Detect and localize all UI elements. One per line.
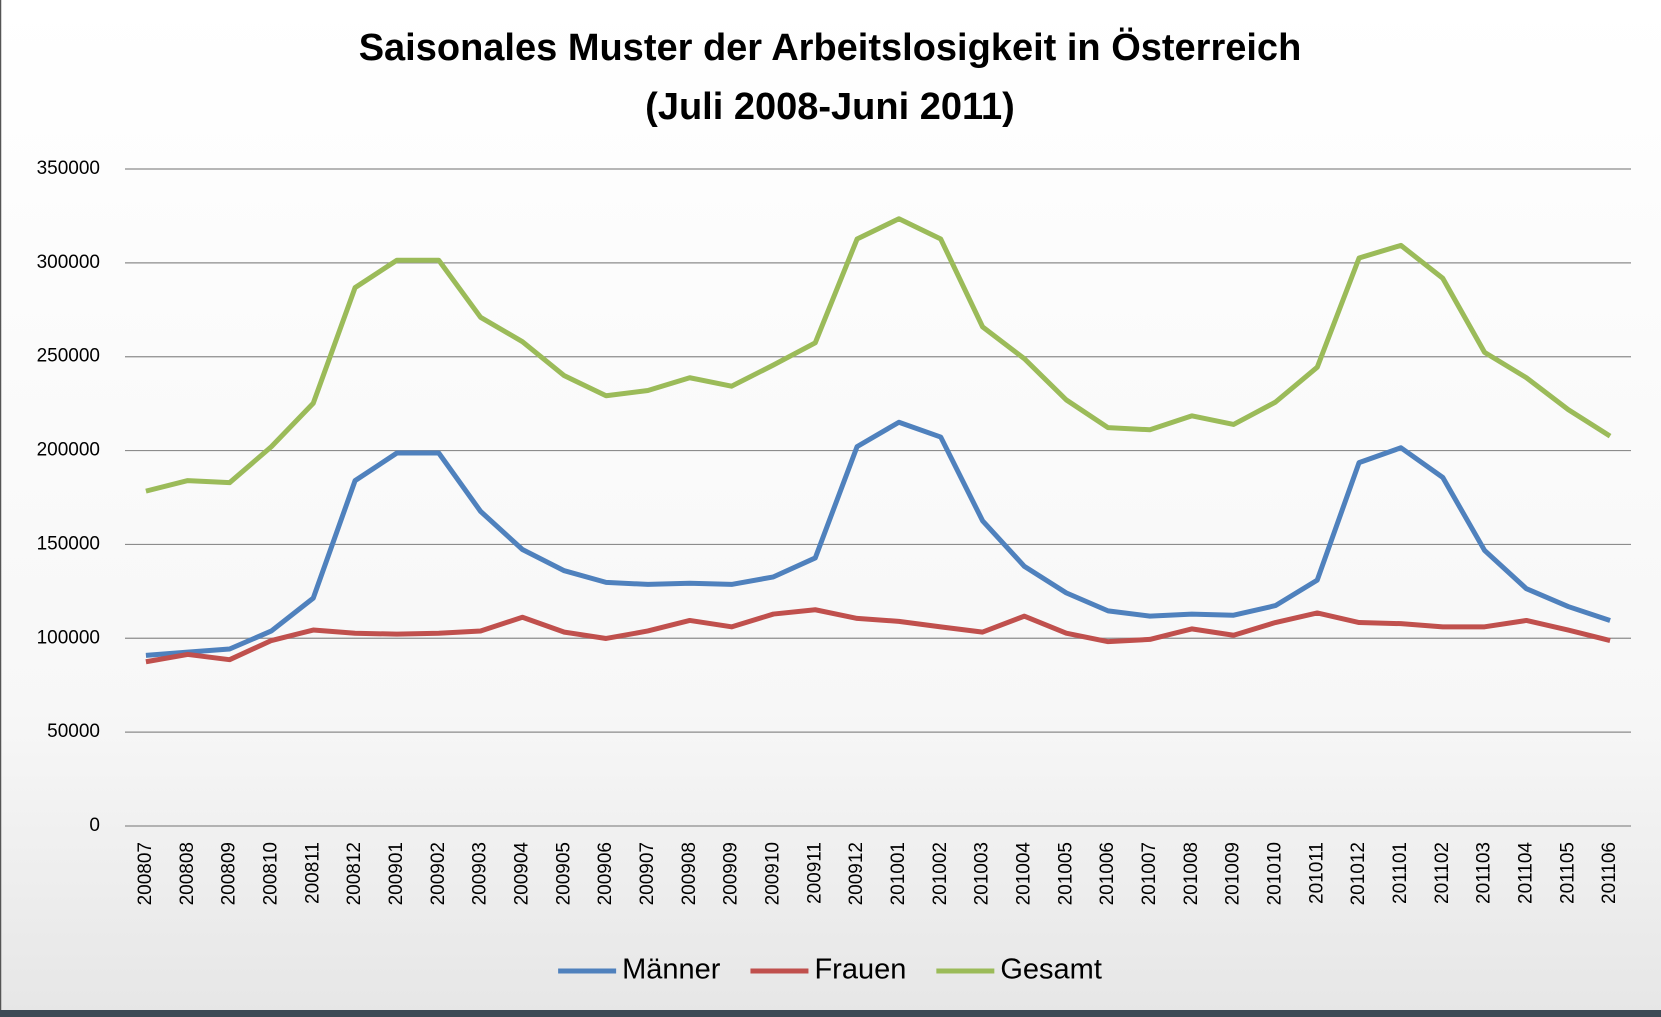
- x-tick-label: 201006: [1097, 842, 1118, 905]
- x-tick-label: 201001: [888, 842, 909, 905]
- legend-label: Gesamt: [1000, 954, 1102, 986]
- y-tick-label: 0: [89, 815, 100, 836]
- series-line: [145, 607, 1611, 665]
- x-tick-label: 200904: [511, 842, 532, 906]
- x-tick-label: 200907: [637, 842, 658, 905]
- x-tick-label: 201103: [1474, 842, 1495, 904]
- y-tick-label: 150000: [37, 533, 100, 554]
- x-tick-label: 200905: [553, 842, 574, 905]
- series-line: [145, 216, 1612, 494]
- x-tick-label: 200908: [679, 842, 700, 905]
- y-tick-label: 200000: [37, 440, 100, 461]
- y-tick-label: 350000: [37, 158, 100, 179]
- bottom-bar: [0, 1010, 1661, 1017]
- x-tick-label: 201005: [1055, 842, 1076, 905]
- x-tick-label: 201101: [1390, 842, 1411, 904]
- legend-label: Frauen: [814, 954, 906, 986]
- x-tick-label: 201007: [1139, 842, 1160, 905]
- x-tick-label: 200906: [595, 842, 616, 905]
- series-line: [145, 419, 1611, 658]
- x-tick-label: 200909: [721, 842, 742, 905]
- x-tick-label: 200912: [846, 842, 867, 905]
- y-tick-label: 300000: [37, 252, 100, 273]
- legend-label: Männer: [622, 954, 721, 986]
- x-tick-label: 201002: [930, 842, 951, 905]
- y-tick-label: 250000: [37, 346, 100, 367]
- chart-subtitle: (Juli 2008-Juni 2011): [645, 86, 1015, 128]
- x-tick-label: 201003: [972, 842, 993, 905]
- x-tick-label: 200808: [177, 842, 198, 905]
- x-tick-label: 200910: [762, 842, 783, 905]
- x-tick-label: 201008: [1181, 842, 1202, 905]
- x-tick-label: 200811: [302, 842, 323, 904]
- y-tick-label: 100000: [37, 627, 100, 648]
- x-tick-label: 201106: [1599, 842, 1620, 904]
- y-tick-label: 50000: [47, 721, 100, 742]
- x-tick-label: 201011: [1306, 842, 1327, 904]
- x-tick-label: 200903: [470, 842, 491, 905]
- x-tick-label: 200810: [260, 842, 281, 905]
- x-tick-label: 200807: [135, 842, 156, 905]
- chart-title: Saisonales Muster der Arbeitslosigkeit i…: [359, 26, 1302, 69]
- x-tick-label: 201104: [1515, 842, 1536, 904]
- x-tick-label: 201004: [1013, 842, 1034, 906]
- x-tick-label: 200809: [219, 842, 240, 905]
- x-tick-label: 200812: [344, 842, 365, 905]
- x-tick-label: 201010: [1264, 842, 1285, 905]
- x-tick-label: 200902: [428, 842, 449, 905]
- x-tick-label: 201009: [1223, 842, 1244, 905]
- x-tick-label: 201012: [1348, 842, 1369, 905]
- x-tick-label: 200911: [804, 842, 825, 904]
- x-tick-label: 201102: [1432, 842, 1453, 904]
- x-tick-label: 201105: [1557, 842, 1578, 904]
- x-tick-label: 200901: [386, 842, 407, 905]
